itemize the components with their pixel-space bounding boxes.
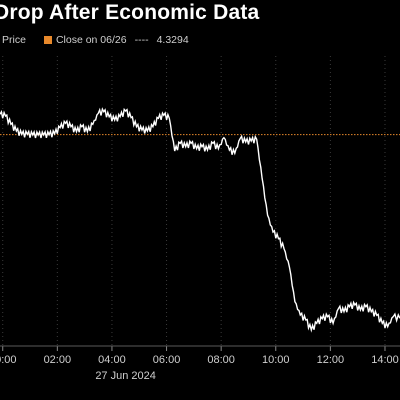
x-tick-label: 06:00 <box>153 354 181 366</box>
x-axis-date-label: 27 Jun 2024 <box>95 370 156 382</box>
series-layer <box>0 107 400 333</box>
x-tick-label: 00:00 <box>0 354 16 366</box>
chart-legend: Price Close on 06/26 ---- 4.3294 <box>0 34 189 46</box>
x-tick-label: 08:00 <box>207 354 235 366</box>
x-tick-label: 02:00 <box>44 354 72 366</box>
legend-close-dash: ---- <box>134 34 149 46</box>
chart-title: Drop After Economic Data <box>0 1 260 24</box>
x-axis: 00:00 02:00 04:00 06:00 08:00 10:00 12:00 14:00… <box>0 345 400 382</box>
close-legend-swatch <box>43 36 52 44</box>
x-tick-label: 04:00 <box>98 354 126 366</box>
grid-layer <box>2 56 386 346</box>
price-series-line <box>0 107 400 333</box>
x-tick-label: 14:00 <box>371 354 399 366</box>
x-tick-label: 10:00 <box>262 354 290 366</box>
x-tick-label: 12:00 <box>317 354 345 366</box>
legend-close-value: 4.3294 <box>156 34 189 46</box>
legend-price-label: Price <box>2 34 26 46</box>
legend-close-label: Close on 06/26 <box>55 34 127 46</box>
